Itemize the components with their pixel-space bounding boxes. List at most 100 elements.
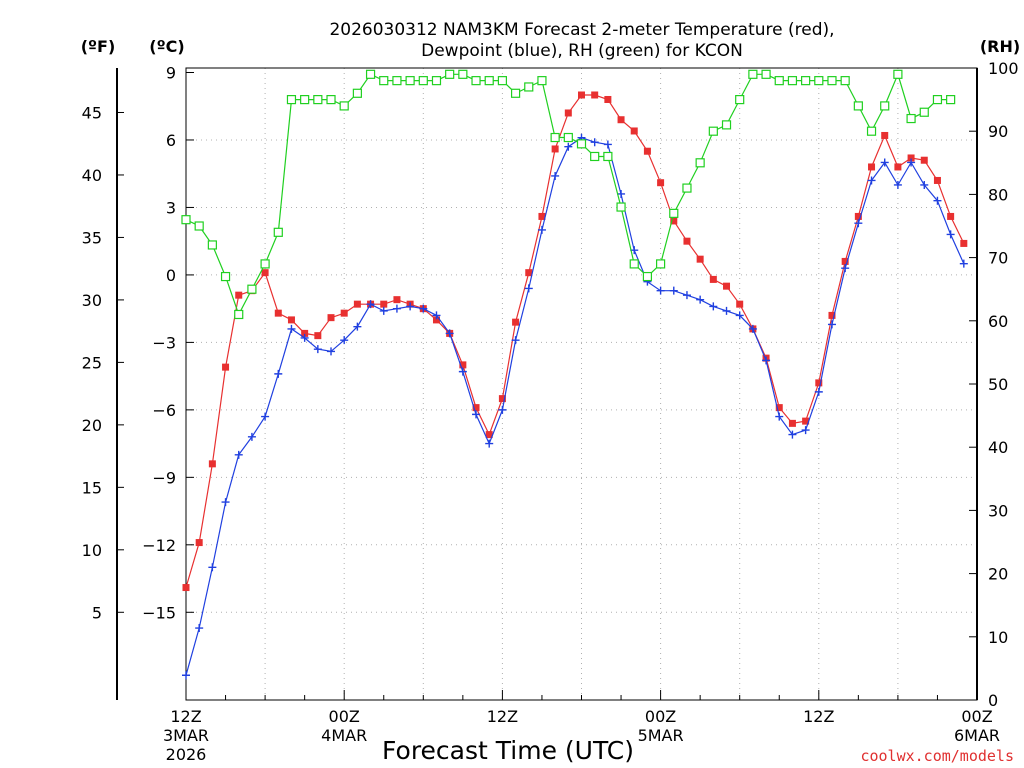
rh-unit-label: (RH) <box>980 37 1020 56</box>
series-0-point-59 <box>960 239 968 247</box>
rh-tick-label-5: 50 <box>988 375 1008 394</box>
x-tick-date-3: 5MAR <box>638 726 684 745</box>
rh-tick-label-6: 40 <box>988 438 1008 457</box>
series-1-point-54 <box>893 180 902 189</box>
series-2-point-20 <box>445 69 455 79</box>
series-2-point-47 <box>801 76 811 86</box>
series-0-point-56 <box>920 156 928 164</box>
series-2-point-40 <box>708 126 718 136</box>
series-0-point-24 <box>498 395 506 403</box>
series-1-point-10 <box>313 345 322 354</box>
x-tick-date-5: 6MAR <box>954 726 1000 745</box>
series-1-point-38 <box>682 291 691 300</box>
series-1-point-21 <box>458 367 467 376</box>
x-tick-label-1: 00Z <box>329 707 360 726</box>
celsius-tick-label-3: 0 <box>166 266 176 285</box>
chart-title-line1: 2026030312 NAM3KM Forecast 2-meter Tempe… <box>329 20 834 40</box>
fahrenheit-tick-label-1: 40 <box>82 166 102 185</box>
series-0-point-10 <box>314 332 322 340</box>
series-1-point-28 <box>551 171 560 180</box>
series-2-point-19 <box>431 76 442 86</box>
series-2-point-29 <box>563 132 573 143</box>
series-0-point-38 <box>683 237 691 245</box>
series-0-point-53 <box>881 131 889 139</box>
series-1-point-11 <box>327 347 336 356</box>
series-0-point-54 <box>894 163 902 171</box>
series-0-point-34 <box>630 127 638 135</box>
x-tick-date-0: 3MAR <box>163 726 209 745</box>
series-0-point-49 <box>828 311 836 319</box>
series-0-point-8 <box>287 316 295 324</box>
fahrenheit-tick-label-4: 25 <box>82 353 102 372</box>
series-0-point-51 <box>854 212 862 220</box>
celsius-tick-label-0: 9 <box>166 63 176 82</box>
series-2-point-42 <box>735 94 745 105</box>
series-1-point-44 <box>762 356 771 365</box>
series-2-point-30 <box>576 139 587 149</box>
series-0-point-35 <box>643 147 651 155</box>
series-2-point-44 <box>761 69 771 79</box>
series-0-point-2 <box>208 460 216 468</box>
series-2-point-54 <box>893 69 903 79</box>
series-2-point-50 <box>840 76 850 86</box>
celsius-tick-label-6: −9 <box>152 468 176 487</box>
series-1-point-33 <box>617 189 626 198</box>
rh-tick-label-9: 10 <box>988 628 1008 647</box>
series-2-point-15 <box>379 76 389 86</box>
series-2-point-28 <box>550 132 560 143</box>
series-0-point-39 <box>696 255 704 263</box>
series-0-point-19 <box>432 316 440 324</box>
series-0-point-21 <box>459 361 467 369</box>
series-0-point-0 <box>182 584 190 592</box>
series-1-point-48 <box>814 387 823 396</box>
series-1-point-36 <box>656 286 665 295</box>
series-2-point-4 <box>234 309 244 320</box>
series-2-point-6 <box>260 259 270 269</box>
series-0-point-12 <box>340 309 348 317</box>
series-0-point-57 <box>933 176 941 184</box>
series-1-point-27 <box>537 225 546 234</box>
series-0-point-33 <box>617 116 625 124</box>
series-2-point-10 <box>313 94 323 105</box>
series-2-point-31 <box>590 151 600 162</box>
series-0-point-4 <box>235 291 243 299</box>
celsius-tick-label-5: −6 <box>152 401 176 420</box>
series-1-point-51 <box>854 219 863 228</box>
series-0-point-40 <box>709 275 717 283</box>
grid-lines <box>186 68 977 700</box>
series-2-point-51 <box>853 101 863 111</box>
series-1-point-55 <box>907 158 916 167</box>
series-2-point-26 <box>524 82 534 92</box>
x-axis-label: Forecast Time (UTC) <box>382 736 634 765</box>
series-0-point-7 <box>274 309 282 317</box>
series-2-point-36 <box>655 259 666 269</box>
series-1-point-14 <box>366 300 375 309</box>
celsius-tick-label-4: −3 <box>152 333 176 352</box>
series-0-point-46 <box>788 419 796 427</box>
fahrenheit-tick-label-2: 35 <box>82 228 102 247</box>
series-0-point-6 <box>261 269 269 277</box>
x-tick-label-3: 00Z <box>645 707 676 726</box>
series-0-point-50 <box>841 257 849 265</box>
series-2-point-45 <box>774 76 784 86</box>
series-1-point-41 <box>722 306 731 315</box>
series-1-point-6 <box>261 412 270 421</box>
series-1-point-20 <box>445 329 454 338</box>
rh-tick-label-8: 20 <box>988 565 1008 584</box>
series-2-point-13 <box>352 88 362 98</box>
series-1-point-23 <box>485 439 494 448</box>
series-1-point-46 <box>788 430 797 439</box>
x-tick-date-1: 4MAR <box>321 726 367 745</box>
series-2-point-1 <box>194 221 204 231</box>
series-0-point-26 <box>525 269 533 277</box>
series-2-point-21 <box>458 69 468 79</box>
series-1-point-7 <box>274 369 283 378</box>
series-1-point-50 <box>841 264 850 273</box>
series-1-point-15 <box>379 306 388 315</box>
series-1-point-53 <box>880 158 889 167</box>
series-1-point-16 <box>392 304 401 313</box>
rh-tick-label-2: 80 <box>988 185 1008 204</box>
x-tick-label-5: 00Z <box>961 707 992 726</box>
series-2-point-5 <box>247 284 257 294</box>
